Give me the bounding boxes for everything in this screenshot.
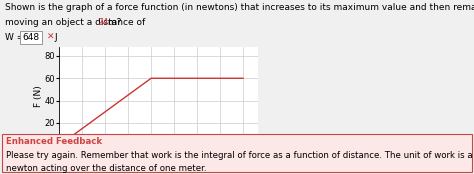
- Text: 24: 24: [97, 18, 109, 27]
- Text: ✕: ✕: [46, 33, 54, 42]
- Text: Enhanced Feedback: Enhanced Feedback: [6, 137, 102, 147]
- Text: Shown is the graph of a force function (in newtons) that increases to its maximu: Shown is the graph of a force function (…: [5, 3, 474, 12]
- Text: 648: 648: [23, 33, 40, 42]
- Text: moving an object a distance of: moving an object a distance of: [5, 18, 148, 27]
- Text: W =: W =: [5, 33, 27, 42]
- Text: m?: m?: [105, 18, 122, 27]
- Text: Please try again. Remember that work is the integral of force as a function of d: Please try again. Remember that work is …: [6, 151, 474, 160]
- Y-axis label: F (N): F (N): [34, 85, 43, 107]
- X-axis label: x (m): x (m): [147, 160, 171, 169]
- Text: newton acting over the distance of one meter.: newton acting over the distance of one m…: [6, 164, 207, 173]
- Text: J: J: [55, 33, 57, 42]
